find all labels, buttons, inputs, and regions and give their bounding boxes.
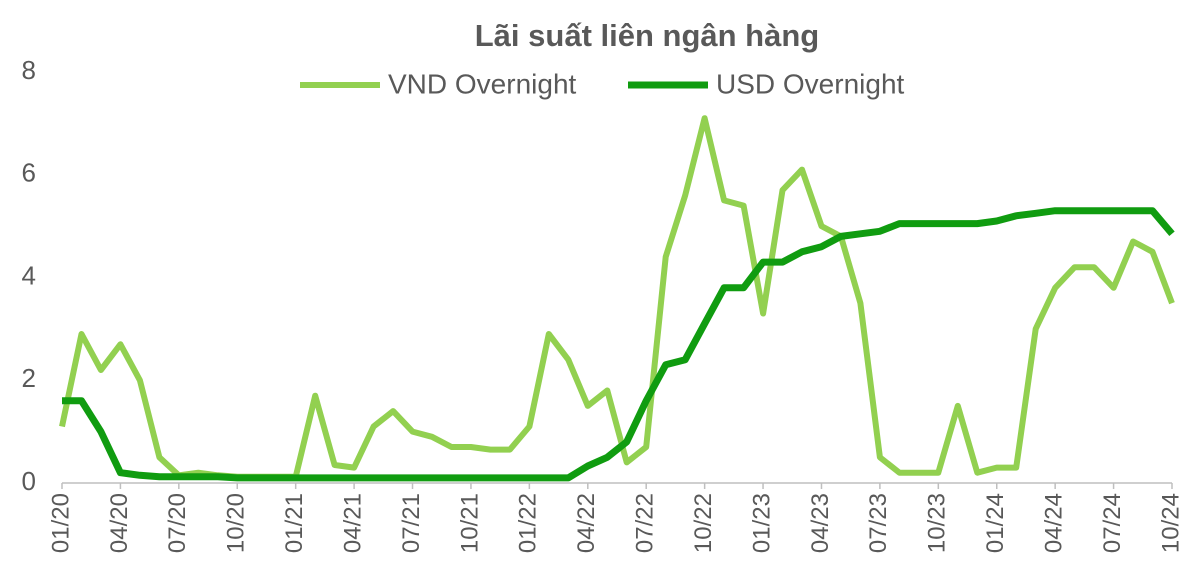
x-tick-label: 01/23 bbox=[748, 493, 775, 553]
y-tick-label: 0 bbox=[22, 466, 36, 496]
x-tick-label: 04/20 bbox=[106, 493, 133, 553]
x-tick-label: 07/20 bbox=[164, 493, 191, 553]
x-tick-label: 07/23 bbox=[865, 493, 892, 553]
x-tick-label: 10/23 bbox=[924, 493, 951, 553]
x-tick-label: 10/21 bbox=[456, 493, 483, 553]
legend-label: USD Overnight bbox=[716, 68, 905, 99]
legend-label: VND Overnight bbox=[388, 68, 577, 99]
y-tick-label: 8 bbox=[22, 55, 36, 85]
y-tick-label: 6 bbox=[22, 158, 36, 188]
x-tick-label: 04/22 bbox=[573, 493, 600, 553]
x-tick-label: 10/22 bbox=[690, 493, 717, 553]
x-tick-label: 01/24 bbox=[982, 493, 1009, 553]
series-line bbox=[59, 115, 1175, 480]
x-tick-label: 07/21 bbox=[398, 493, 425, 553]
x-tick-label: 07/24 bbox=[1099, 493, 1126, 553]
x-tick-label: 04/24 bbox=[1041, 493, 1068, 553]
x-tick-label: 07/22 bbox=[632, 493, 659, 553]
y-tick-label: 2 bbox=[22, 363, 36, 393]
x-tick-label: 04/21 bbox=[339, 493, 366, 553]
x-tick-label: 10/24 bbox=[1157, 493, 1184, 553]
chart-title: Lãi suất liên ngân hàng bbox=[475, 18, 819, 53]
y-tick-label: 4 bbox=[22, 260, 36, 290]
x-tick-label: 04/23 bbox=[807, 493, 834, 553]
series-line bbox=[62, 207, 1175, 482]
x-tick-label: 01/21 bbox=[281, 493, 308, 553]
x-tick-label: 01/20 bbox=[47, 493, 74, 553]
x-tick-label: 10/20 bbox=[223, 493, 250, 553]
x-tick-label: 01/22 bbox=[515, 493, 542, 553]
